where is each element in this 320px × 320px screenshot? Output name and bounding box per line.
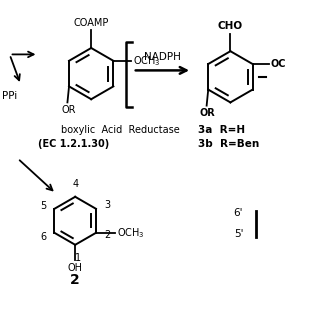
Text: 5': 5': [234, 228, 243, 239]
Text: NADPH: NADPH: [144, 52, 181, 62]
Text: 3b  R=Ben: 3b R=Ben: [198, 139, 260, 149]
Text: 6: 6: [40, 232, 46, 242]
Text: OR: OR: [200, 108, 215, 118]
Text: (EC 1.2.1.30): (EC 1.2.1.30): [38, 139, 109, 149]
Text: PPi: PPi: [2, 91, 17, 101]
Text: OCH$_3$: OCH$_3$: [132, 54, 160, 68]
Text: OCH$_3$: OCH$_3$: [117, 226, 144, 240]
Text: OR: OR: [61, 105, 76, 115]
Text: 2: 2: [104, 230, 110, 240]
Text: 2: 2: [70, 273, 80, 287]
Text: OH: OH: [68, 263, 83, 273]
Text: CHO: CHO: [218, 21, 243, 31]
Text: 3a  R=H: 3a R=H: [198, 124, 245, 135]
Text: boxylic  Acid  Reductase: boxylic Acid Reductase: [61, 124, 180, 135]
Text: 1: 1: [75, 253, 81, 263]
Text: COAMP: COAMP: [74, 18, 109, 28]
Text: 3: 3: [104, 200, 110, 210]
Text: 6': 6': [234, 208, 243, 218]
Text: 5: 5: [40, 201, 46, 212]
Text: 4: 4: [72, 179, 78, 189]
Text: OC: OC: [270, 59, 286, 69]
